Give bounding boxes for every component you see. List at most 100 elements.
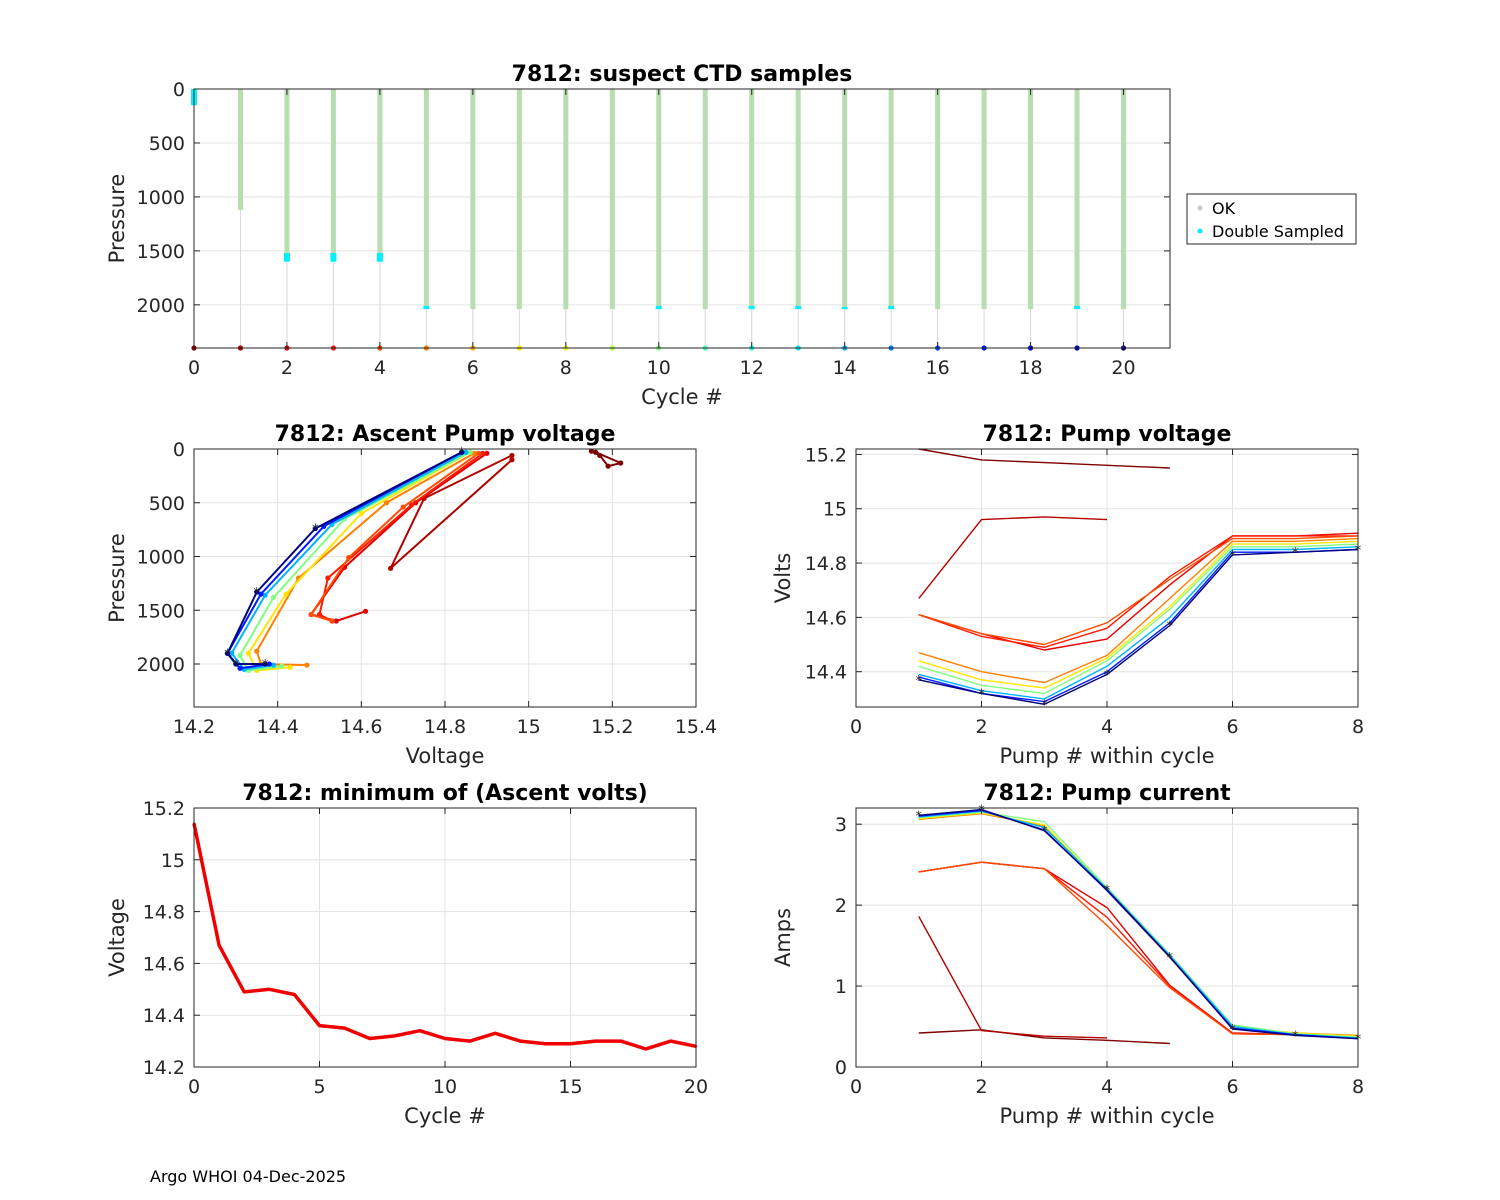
data-point — [468, 1039, 472, 1043]
x-axis-label: Cycle # — [641, 385, 723, 409]
x-axis-label: Pump # within cycle — [1000, 744, 1215, 768]
x-tick-label: 6 — [1226, 1076, 1238, 1098]
chart-title: 7812: Ascent Pump voltage — [275, 422, 616, 447]
data-point — [400, 504, 406, 510]
min-ascent-volts-panel: 0 5 10 15 20 14.2 14.4 14.6 14.8 15 15.2 7812: mini… — [105, 781, 708, 1128]
x-tick-label: 5 — [313, 1076, 325, 1098]
data-point — [270, 662, 277, 668]
data-point — [318, 1024, 321, 1027]
data-point — [509, 452, 515, 459]
data-point — [467, 449, 473, 455]
series-line — [226, 451, 463, 670]
x-tick-label: 20 — [1111, 357, 1135, 379]
data-point — [243, 990, 246, 994]
x-tick-label: 0 — [188, 357, 200, 379]
data-point — [569, 1042, 572, 1045]
x-tick-label: 14.4 — [257, 716, 299, 738]
x-tick-label: 0 — [188, 1076, 200, 1098]
y-tick-label: 14.8 — [143, 902, 185, 924]
data-point — [494, 1032, 497, 1035]
data-point — [619, 1039, 622, 1043]
series-line — [918, 916, 1108, 1039]
data-point — [308, 611, 314, 618]
data-point — [229, 650, 235, 656]
x-tick-label: 2 — [975, 716, 987, 738]
y-axis-label: Amps — [771, 908, 795, 967]
y-tick-label: 1500 — [137, 241, 185, 263]
data-point — [343, 1026, 346, 1030]
x-tick-label: 2 — [281, 357, 293, 379]
data-point — [471, 450, 477, 456]
y-tick-label: 2 — [835, 895, 847, 917]
data-point — [258, 591, 264, 597]
y-tick-label: 500 — [149, 493, 185, 515]
data-point — [519, 1039, 522, 1043]
series-line — [918, 808, 1359, 1040]
data-point — [329, 618, 335, 624]
data-marker: * — [1167, 951, 1174, 966]
x-axis-label: Voltage — [406, 744, 485, 768]
data-point — [224, 650, 231, 656]
x-tick-label: 15.4 — [675, 716, 717, 738]
data-point — [618, 460, 624, 466]
data-marker: * — [1292, 1029, 1299, 1044]
series-line — [918, 1029, 1170, 1045]
series-line — [239, 451, 471, 672]
y-axis-label: Volts — [771, 553, 795, 604]
series-line — [918, 535, 1359, 646]
y-tick-label: 14.2 — [143, 1057, 185, 1079]
x-tick-label: 14 — [833, 357, 857, 379]
data-marker: * — [916, 809, 923, 824]
x-tick-label: 15 — [558, 1076, 582, 1098]
y-tick-label: 14.6 — [805, 607, 847, 629]
y-tick-label: 0 — [173, 79, 185, 101]
y-tick-label: 15.2 — [143, 798, 185, 820]
data-point — [597, 452, 603, 459]
data-point — [254, 589, 260, 595]
data-point — [325, 575, 331, 581]
data-point — [393, 1034, 396, 1038]
data-point — [245, 650, 251, 656]
data-marker: * — [458, 446, 465, 461]
y-tick-label: 0 — [173, 439, 185, 461]
x-tick-label: 0 — [850, 1076, 862, 1098]
series-line — [389, 454, 513, 570]
data-point — [333, 618, 339, 624]
y-axis-label: Pressure — [105, 533, 129, 623]
series-line — [918, 516, 1108, 599]
data-point — [262, 661, 268, 667]
x-tick-label: 15.2 — [591, 716, 633, 738]
data-point — [408, 502, 415, 508]
y-tick-label: 14.8 — [805, 553, 847, 575]
series-line — [918, 448, 1170, 469]
x-tick-label: 4 — [1101, 1076, 1113, 1098]
data-marker: * — [233, 658, 240, 673]
y-tick-label: 14.4 — [805, 662, 847, 684]
chart-title: 7812: Pump current — [983, 781, 1231, 806]
footer-credit: Argo WHOI 04-Dec-2025 — [150, 1167, 346, 1186]
series-line — [230, 451, 467, 671]
data-point — [270, 594, 277, 600]
data-point — [312, 525, 318, 532]
series-line — [918, 540, 1359, 689]
series-line — [247, 451, 471, 672]
data-point — [262, 592, 268, 598]
y-axis-label: Pressure — [105, 174, 129, 264]
data-marker: * — [312, 523, 319, 538]
x-tick-label: 6 — [467, 357, 479, 379]
data-marker: * — [1041, 825, 1048, 840]
x-tick-label: 8 — [1352, 1076, 1364, 1098]
series-line — [918, 546, 1359, 700]
data-point — [346, 554, 352, 561]
data-marker: * — [1229, 1023, 1236, 1038]
axes-frame — [193, 88, 1171, 349]
data-marker: * — [1292, 546, 1299, 561]
data-point — [287, 664, 293, 670]
y-tick-label: 1000 — [137, 547, 185, 569]
x-tick-label: 14.6 — [340, 716, 382, 738]
data-point — [362, 608, 369, 614]
data-point — [268, 988, 271, 991]
x-tick-label: 16 — [926, 357, 950, 379]
legend-double-sampled-marker — [1197, 228, 1203, 234]
